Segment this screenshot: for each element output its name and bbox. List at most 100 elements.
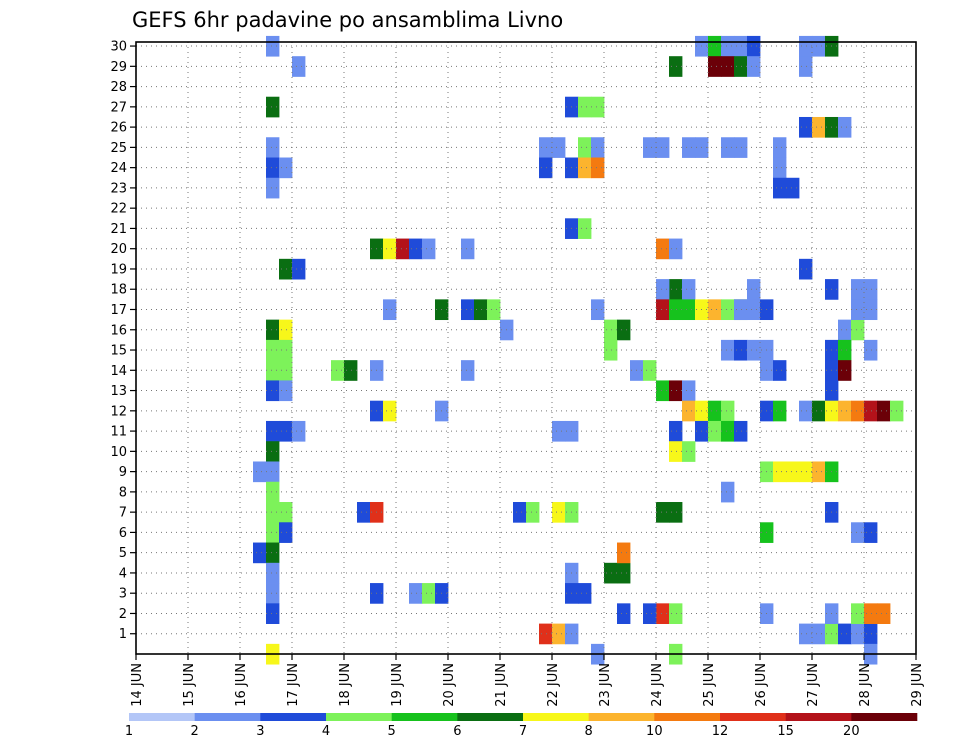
heatmap-cell [747,279,761,300]
colorbar-legend: 1 2 3 4 5 6 7 8 10 12 15 20 [125,713,918,739]
heatmap-cell [877,603,891,624]
heatmap-cell [812,116,826,138]
colorbar-label: 2 [191,724,199,739]
heatmap-cell [331,360,345,381]
heatmap-cell [864,400,878,422]
x-tick-label: 24 JUN [650,663,665,707]
heatmap-cell [279,380,293,402]
heatmap-cell [708,35,722,57]
y-tick-label: 27 [110,100,127,115]
heatmap-cell [864,299,878,321]
heatmap-cell [266,360,280,381]
plot-frame [135,41,917,655]
heatmap-cell [578,218,592,239]
y-tick-label: 26 [110,121,127,136]
heatmap-cell [734,299,748,321]
colorbar-label: 3 [256,724,264,739]
heatmap-cell [266,603,280,624]
y-tick-label: 16 [110,323,127,338]
heatmap-cell [682,441,696,462]
heatmap-cell [682,380,696,402]
colorbar-segment [326,713,392,721]
heatmap-cell [266,542,280,564]
heatmap-cell [773,177,787,199]
heatmap-cell [292,258,306,280]
x-axis-ticks: 14 JUN 15 JUN 16 JUN 17 JUN 18 JUN 19 JUN 20 J… [130,654,925,707]
heatmap-cell [266,562,280,584]
heatmap-cell [864,623,878,645]
colorbar-label: 7 [519,724,527,739]
y-tick-label: 2 [119,607,127,622]
y-tick-label: 9 [119,465,127,480]
heatmap-cell [643,137,657,158]
heatmap-cell [552,420,566,442]
heatmap-cell [708,56,722,77]
heatmap-cell [708,400,722,422]
heatmap-cell [656,380,670,402]
heatmap-cell [552,623,566,645]
heatmap-cell [266,35,280,57]
y-tick-label: 5 [119,546,127,561]
colorbar-segment [194,713,261,721]
heatmap-cell [734,56,748,77]
x-tick-label: 26 JUN [754,663,769,707]
heatmap-cell [539,137,553,158]
heatmap-cell [266,461,280,483]
heatmap-cell [669,238,683,260]
x-tick-label: 21 JUN [494,663,509,707]
colorbar-label: 15 [777,724,794,739]
heatmap-cell [409,583,423,604]
heatmap-cell [669,603,683,624]
heatmap-cell [461,299,475,321]
heatmap-cell [812,461,826,483]
heatmap-cell [851,522,865,543]
colorbar-segment [457,713,524,721]
heatmap-cell [669,279,683,300]
heatmap-cell [591,299,605,321]
heatmap-cell [617,562,631,584]
heatmap-cell [279,522,293,543]
heatmap-cell [266,96,280,118]
heatmap-cell [786,461,800,483]
heatmap-cell [578,157,592,179]
y-tick-label: 6 [119,526,127,541]
heatmap-cell [799,461,813,483]
heatmap-cell [877,400,891,422]
colorbar-label: 12 [712,724,729,739]
colorbar-label: 4 [322,724,330,739]
heatmap-cell [721,420,735,442]
heatmap-cell [851,319,865,341]
heatmap-cell [383,238,397,260]
y-tick-label: 3 [119,587,127,602]
x-tick-label: 28 JUN [858,663,873,707]
y-tick-label: 10 [110,445,127,460]
heatmap-cell [279,258,293,280]
heatmap-cell [266,583,280,604]
y-tick-label: 25 [110,141,127,156]
heatmap-cell [383,299,397,321]
heatmap-cell [773,461,787,483]
heatmap-cell [656,299,670,321]
colorbar-label: 1 [125,724,133,739]
y-tick-label: 7 [119,506,127,521]
colorbar-segment [851,713,918,721]
heatmap-cell [734,137,748,158]
heatmap-cell [734,339,748,361]
colorbar-segment [588,713,655,721]
heatmap-cell [669,420,683,442]
heatmap-cell [578,96,592,118]
y-axis-ticks: 1234567891011121314151617181920212223242… [110,40,136,642]
heatmap-cell [773,360,787,381]
heatmap-cell [539,157,553,179]
colorbar-segment [720,713,786,721]
heatmap-cell [383,400,397,422]
heatmap-cell [292,420,306,442]
y-tick-label: 18 [110,283,127,298]
heatmap-cell [656,603,670,624]
colorbar-segment [785,713,852,721]
heatmap-cell [864,603,878,624]
colorbar-label: 5 [388,724,396,739]
heatmap-cell [682,279,696,300]
heatmap-cell [604,562,618,584]
